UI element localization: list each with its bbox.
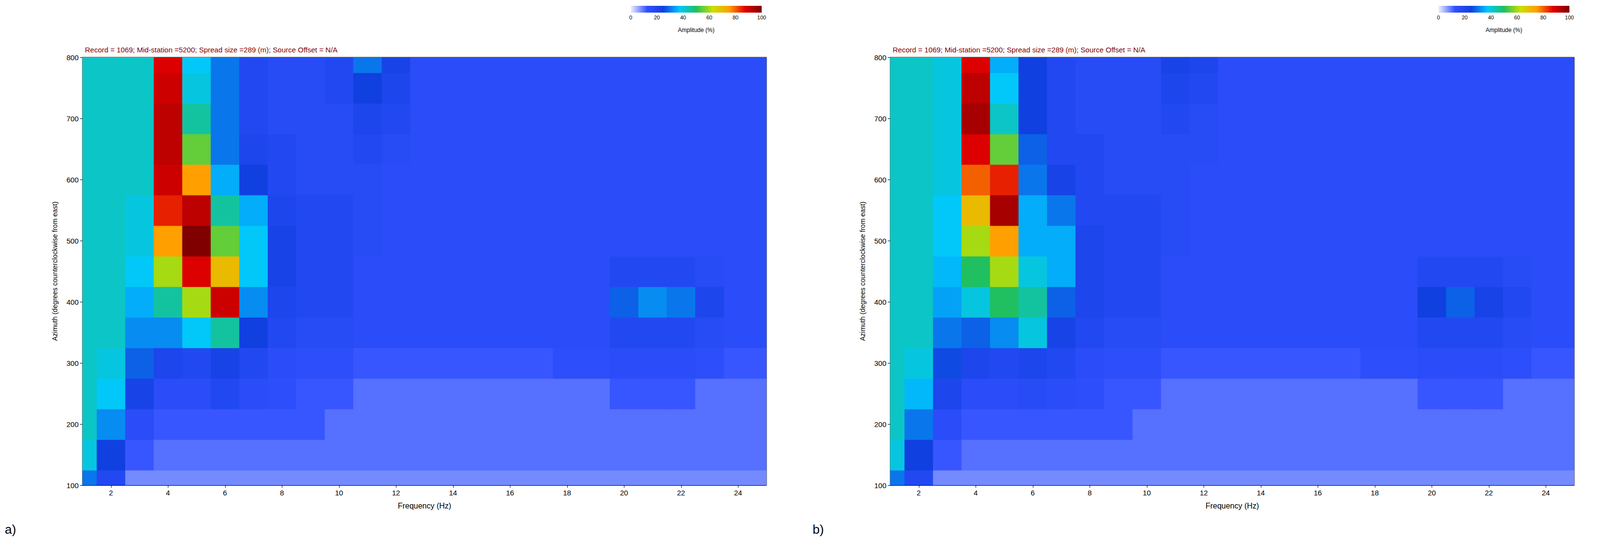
svg-text:20: 20 bbox=[653, 14, 660, 21]
svg-text:20: 20 bbox=[1461, 14, 1468, 21]
svg-text:100: 100 bbox=[874, 481, 887, 490]
svg-text:300: 300 bbox=[874, 359, 887, 368]
svg-text:b): b) bbox=[812, 522, 824, 537]
svg-text:600: 600 bbox=[66, 175, 79, 184]
svg-text:2: 2 bbox=[109, 488, 114, 497]
svg-text:800: 800 bbox=[66, 53, 79, 62]
svg-text:200: 200 bbox=[874, 420, 887, 429]
svg-text:Azimuth (degrees counterclockw: Azimuth (degrees counterclockwise from e… bbox=[50, 201, 59, 341]
svg-text:400: 400 bbox=[874, 297, 887, 307]
svg-text:20: 20 bbox=[620, 488, 629, 497]
svg-text:500: 500 bbox=[874, 236, 887, 245]
svg-text:22: 22 bbox=[1484, 488, 1493, 497]
svg-text:8: 8 bbox=[1087, 488, 1092, 497]
svg-text:24: 24 bbox=[734, 488, 743, 497]
svg-text:18: 18 bbox=[1370, 488, 1379, 497]
svg-text:8: 8 bbox=[279, 488, 284, 497]
svg-text:18: 18 bbox=[562, 488, 572, 497]
svg-text:14: 14 bbox=[448, 488, 458, 497]
svg-text:Record = 1069; Mid-station =52: Record = 1069; Mid-station =5200; Spread… bbox=[892, 45, 1146, 54]
svg-text:20: 20 bbox=[1427, 488, 1437, 497]
svg-text:700: 700 bbox=[874, 114, 887, 123]
svg-text:100: 100 bbox=[1565, 14, 1574, 21]
svg-text:6: 6 bbox=[223, 488, 228, 497]
svg-text:400: 400 bbox=[66, 297, 79, 307]
svg-text:Amplitude (%): Amplitude (%) bbox=[1485, 26, 1522, 34]
svg-text:Azimuth (degrees counterclockw: Azimuth (degrees counterclockwise from e… bbox=[858, 201, 867, 341]
svg-text:700: 700 bbox=[66, 114, 79, 123]
svg-text:60: 60 bbox=[706, 14, 713, 21]
svg-text:22: 22 bbox=[676, 488, 686, 497]
svg-text:10: 10 bbox=[1142, 488, 1151, 497]
svg-text:a): a) bbox=[4, 522, 17, 537]
svg-text:10: 10 bbox=[334, 488, 343, 497]
svg-text:16: 16 bbox=[1313, 488, 1323, 497]
svg-text:600: 600 bbox=[874, 175, 887, 184]
svg-text:40: 40 bbox=[1487, 14, 1494, 21]
svg-text:100: 100 bbox=[757, 14, 767, 21]
svg-text:200: 200 bbox=[66, 420, 79, 429]
svg-text:300: 300 bbox=[66, 359, 79, 368]
svg-text:0: 0 bbox=[629, 14, 633, 21]
svg-text:12: 12 bbox=[1199, 488, 1209, 497]
svg-text:Amplitude (%): Amplitude (%) bbox=[677, 26, 715, 34]
svg-text:Frequency (Hz): Frequency (Hz) bbox=[397, 501, 452, 510]
svg-text:500: 500 bbox=[66, 236, 79, 245]
svg-text:12: 12 bbox=[391, 488, 401, 497]
svg-text:24: 24 bbox=[1541, 488, 1551, 497]
svg-text:0: 0 bbox=[1436, 14, 1440, 21]
svg-text:80: 80 bbox=[732, 14, 739, 21]
svg-text:16: 16 bbox=[506, 488, 515, 497]
svg-text:2: 2 bbox=[916, 488, 921, 497]
svg-text:60: 60 bbox=[1514, 14, 1520, 21]
svg-text:100: 100 bbox=[66, 481, 79, 490]
svg-text:Frequency (Hz): Frequency (Hz) bbox=[1205, 501, 1259, 510]
svg-text:Record = 1069; Mid-station =52: Record = 1069; Mid-station =5200; Spread… bbox=[84, 45, 338, 54]
svg-text:4: 4 bbox=[165, 488, 170, 497]
svg-text:6: 6 bbox=[1030, 488, 1035, 497]
svg-text:14: 14 bbox=[1256, 488, 1265, 497]
svg-text:4: 4 bbox=[973, 488, 978, 497]
svg-text:80: 80 bbox=[1540, 14, 1547, 21]
svg-text:40: 40 bbox=[680, 14, 686, 21]
svg-text:800: 800 bbox=[874, 53, 887, 62]
